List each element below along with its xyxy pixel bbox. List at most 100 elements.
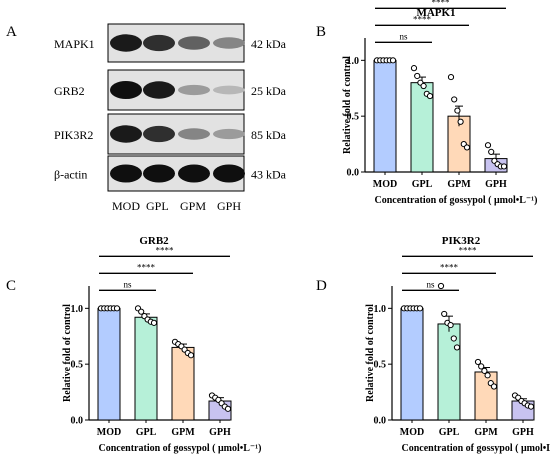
data-point xyxy=(484,142,492,149)
blot-row-mapk1 xyxy=(107,23,245,63)
data-point xyxy=(474,358,482,366)
band xyxy=(178,84,210,96)
y-axis-label: Relative fold of control xyxy=(365,304,376,402)
x-tick-label-mod: MOD xyxy=(97,427,121,438)
x-tick-label-gph: GPH xyxy=(512,427,534,438)
y-tick-label: 1.0 xyxy=(374,304,387,315)
band xyxy=(213,85,245,95)
bar-mod xyxy=(97,307,121,421)
data-point xyxy=(437,282,445,290)
data-point xyxy=(457,118,464,125)
significance-label: **** xyxy=(156,245,175,255)
kda-label: 25 kDa xyxy=(251,84,287,98)
data-point xyxy=(481,367,488,374)
data-point xyxy=(389,57,397,64)
data-point xyxy=(453,344,461,351)
data-point xyxy=(441,310,448,318)
data-point xyxy=(150,319,158,326)
data-point xyxy=(484,372,491,379)
data-point xyxy=(454,107,461,114)
data-point xyxy=(414,72,421,80)
panel-letter-a: A xyxy=(6,24,17,40)
y-tick-label: 1.0 xyxy=(347,56,360,67)
chart-title: MAPK1 xyxy=(416,7,455,19)
x-axis-label: Concentration of gossypol ( μmol•L⁻¹) xyxy=(375,195,538,206)
data-point xyxy=(138,308,145,315)
x-tick-label-gpm: GPM xyxy=(474,427,498,438)
significance-label: **** xyxy=(137,262,156,272)
kda-label: 42 kDa xyxy=(251,37,287,51)
data-point xyxy=(447,73,455,81)
panel-letter-b: B xyxy=(316,24,326,40)
y-axis-label: Relative fold of control xyxy=(342,56,353,154)
band xyxy=(178,164,210,183)
data-point xyxy=(187,352,195,359)
x-tick-label-gph: GPH xyxy=(209,427,231,438)
kda-label: 85 kDa xyxy=(251,128,287,142)
panel-letter-d: D xyxy=(316,278,327,294)
y-tick-label: 0.0 xyxy=(347,168,360,179)
chart-title: PIK3R2 xyxy=(442,235,481,247)
data-point xyxy=(527,403,535,410)
blot-row-actin xyxy=(107,155,245,192)
x-tick-label-gpm: GPM xyxy=(171,427,195,438)
band xyxy=(110,164,142,183)
data-point xyxy=(447,321,454,329)
band xyxy=(213,164,245,183)
y-tick-label: 0.5 xyxy=(71,360,84,371)
y-tick-label: 0.0 xyxy=(374,416,387,427)
data-point xyxy=(410,65,418,72)
band xyxy=(110,81,142,99)
blot-row-pik3r2 xyxy=(107,113,245,155)
band xyxy=(213,37,245,49)
band xyxy=(178,36,210,50)
data-point xyxy=(463,144,471,151)
data-point xyxy=(426,92,434,100)
band xyxy=(178,128,210,140)
blot-row-grb2 xyxy=(107,69,245,111)
lane-label-gpm: GPM xyxy=(180,199,206,213)
protein-label: MAPK1 xyxy=(54,37,95,51)
band xyxy=(143,164,175,183)
x-tick-label-gpl: GPL xyxy=(412,179,433,190)
data-point xyxy=(451,96,458,103)
x-tick-label-mod: MOD xyxy=(400,427,424,438)
band xyxy=(213,128,245,140)
significance-label: ns xyxy=(426,279,435,289)
lane-label-mod: MOD xyxy=(112,199,140,213)
y-tick-label: 0.5 xyxy=(347,112,360,123)
bar-mod xyxy=(400,307,424,421)
band xyxy=(143,125,175,143)
lane-label-gpl: GPL xyxy=(146,199,169,213)
x-tick-label-mod: MOD xyxy=(373,179,397,190)
bar-mod xyxy=(373,59,397,173)
data-point xyxy=(478,363,485,370)
band xyxy=(110,34,142,52)
x-tick-label-gph: GPH xyxy=(485,179,507,190)
x-tick-label-gpl: GPL xyxy=(136,427,157,438)
bar-gpl xyxy=(134,316,158,421)
data-point xyxy=(224,405,232,412)
significance-label: **** xyxy=(440,262,459,272)
data-point xyxy=(500,163,508,170)
band xyxy=(110,125,142,143)
significance-label: **** xyxy=(459,245,478,255)
data-point xyxy=(488,148,495,155)
lane-label-gph: GPH xyxy=(217,199,241,213)
data-point xyxy=(420,82,427,90)
significance-label: **** xyxy=(413,14,432,24)
x-tick-label-gpl: GPL xyxy=(439,427,460,438)
data-point xyxy=(113,305,121,312)
x-tick-label-gpm: GPM xyxy=(447,179,471,190)
kda-label: 43 kDa xyxy=(251,168,287,182)
panel-letter-c: C xyxy=(6,278,16,294)
y-tick-label: 0.5 xyxy=(374,360,387,371)
x-axis-label: Concentration of gossypol ( μmol•L⁻¹) xyxy=(402,443,550,454)
bar-gpm xyxy=(474,371,498,421)
significance-label: ns xyxy=(123,279,132,289)
protein-label: GRB2 xyxy=(54,84,85,98)
y-tick-label: 0.0 xyxy=(71,416,84,427)
protein-label: PIK3R2 xyxy=(54,128,93,142)
